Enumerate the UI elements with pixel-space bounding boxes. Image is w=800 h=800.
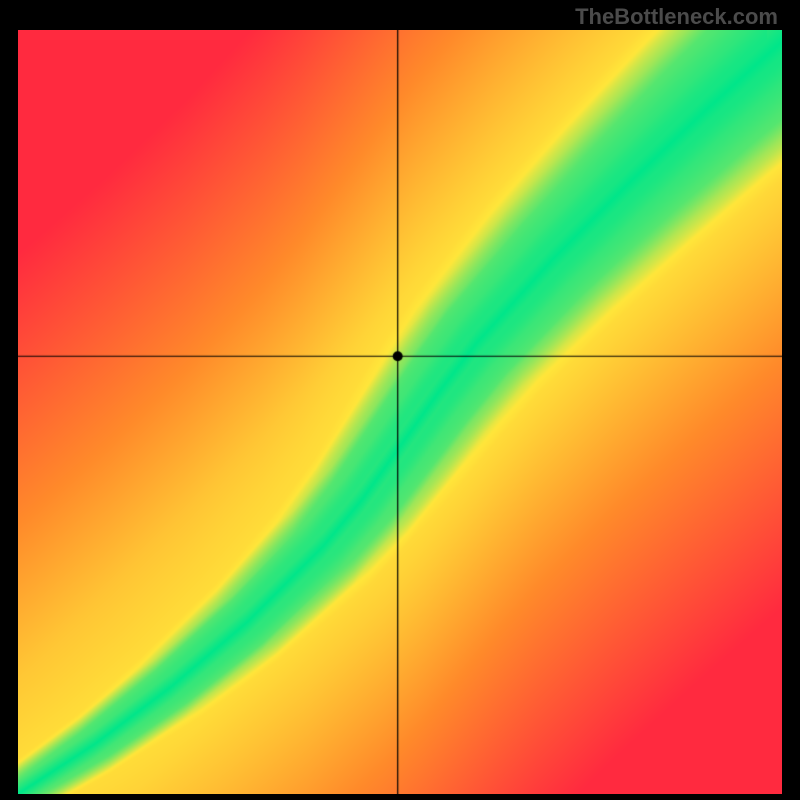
chart-container: TheBottleneck.com — [0, 0, 800, 800]
watermark-text: TheBottleneck.com — [575, 4, 778, 30]
bottleneck-heatmap — [18, 30, 782, 794]
